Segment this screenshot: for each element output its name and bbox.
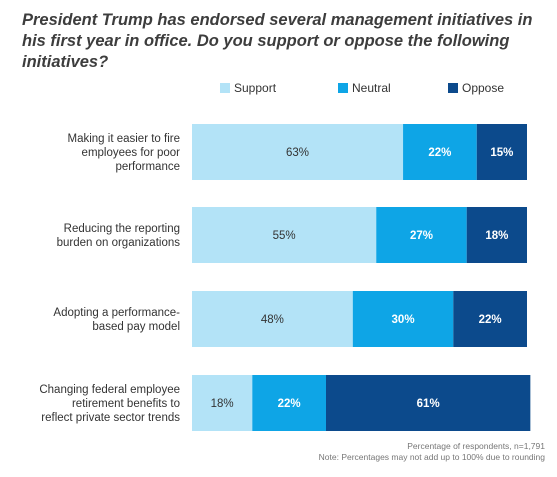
bar-oppose-3 bbox=[453, 291, 527, 347]
category-label-1: Making it easier to fire bbox=[68, 133, 181, 145]
data-label-oppose-1: 15% bbox=[490, 147, 513, 159]
bar-neutral-2 bbox=[376, 207, 467, 263]
data-label-oppose-2: 18% bbox=[485, 230, 508, 242]
category-label-2: Reducing the reporting bbox=[64, 223, 180, 235]
category-label-3: Adopting a performance- bbox=[53, 307, 180, 319]
legend-swatch-neutral bbox=[338, 83, 348, 93]
category-label-1: performance bbox=[115, 161, 180, 173]
bar-support-4 bbox=[192, 375, 253, 431]
category-label-4: reflect private sector trends bbox=[41, 412, 180, 424]
bar-oppose-1 bbox=[476, 124, 527, 180]
bar-oppose-2 bbox=[466, 207, 527, 263]
data-label-oppose-3: 22% bbox=[479, 314, 502, 326]
data-label-neutral-3: 30% bbox=[392, 314, 415, 326]
category-label-4: Changing federal employee bbox=[39, 384, 180, 396]
bar-neutral-3 bbox=[352, 291, 454, 347]
bar-neutral-4 bbox=[252, 375, 326, 431]
bars: 63% 22% 15% 55% 27% 18% 48% 30% 22% 18% 22% 61% bbox=[192, 124, 531, 431]
bar-neutral-1 bbox=[403, 124, 477, 180]
data-label-neutral-4: 22% bbox=[278, 398, 301, 410]
bar-support-1 bbox=[192, 124, 404, 180]
data-label-oppose-4: 61% bbox=[417, 398, 440, 410]
category-label-2: burden on organizations bbox=[57, 237, 181, 249]
footnote-respondents: Percentage of respondents, n=1,791 bbox=[407, 441, 545, 451]
data-label-support-3: 48% bbox=[261, 314, 284, 326]
category-label-4: retirement benefits to bbox=[72, 398, 180, 410]
category-label-3: based pay model bbox=[92, 321, 180, 333]
data-label-support-1: 63% bbox=[286, 147, 309, 159]
category-label-1: employees for poor bbox=[82, 147, 181, 159]
data-label-support-2: 55% bbox=[273, 230, 296, 242]
data-label-support-4: 18% bbox=[211, 398, 234, 410]
data-label-neutral-2: 27% bbox=[410, 230, 433, 242]
legend-label-neutral: Neutral bbox=[352, 81, 391, 95]
bar-support-3 bbox=[192, 291, 353, 347]
bar-support-2 bbox=[192, 207, 377, 263]
bar-oppose-4 bbox=[326, 375, 531, 431]
legend-swatch-oppose bbox=[448, 83, 458, 93]
legend-swatch-support bbox=[220, 83, 230, 93]
legend: Support Neutral Oppose bbox=[220, 81, 504, 95]
legend-label-oppose: Oppose bbox=[462, 81, 504, 95]
legend-label-support: Support bbox=[234, 81, 277, 95]
category-labels: Making it easier to fire employees for po… bbox=[39, 133, 180, 424]
data-label-neutral-1: 22% bbox=[428, 147, 451, 159]
chart-title: President Trump has endorsed several man… bbox=[22, 11, 533, 71]
footnote-rounding-note: Note: Percentages may not add up to 100%… bbox=[318, 452, 545, 462]
